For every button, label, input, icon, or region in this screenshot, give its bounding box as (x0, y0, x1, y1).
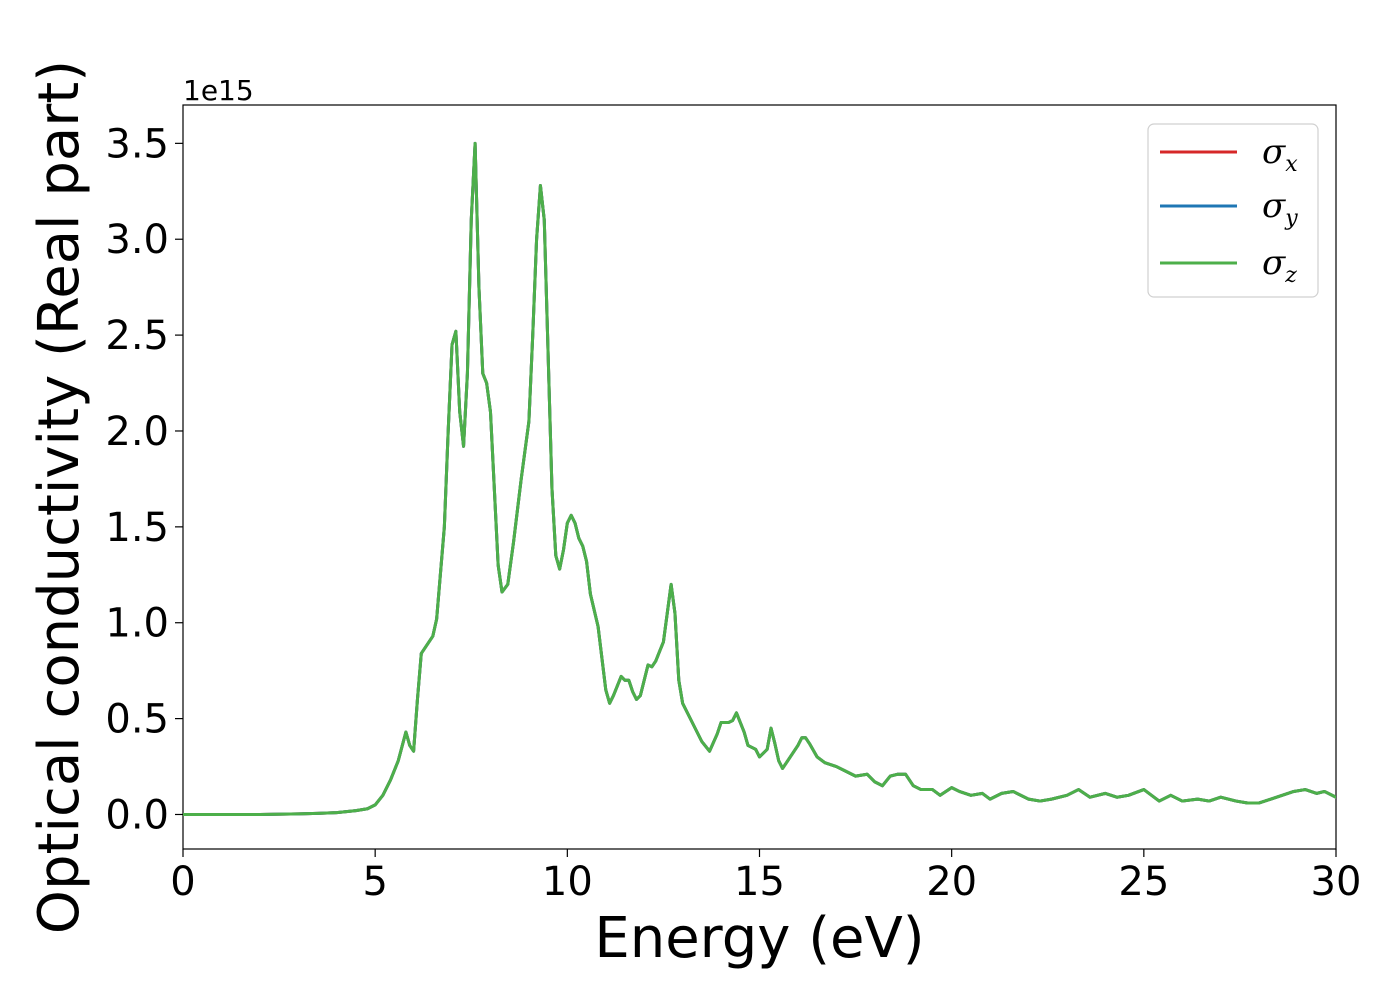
plot-frame (182, 104, 1337, 850)
legend-label: σx (1262, 132, 1298, 177)
x-tick-label: 30 (1311, 859, 1362, 905)
y-tick-label: 1.5 (105, 505, 169, 551)
legend-label: σy (1262, 186, 1298, 231)
x-tick-label: 0 (170, 859, 195, 905)
legend-subscript: y (1284, 206, 1298, 231)
y-tick-label: 0.0 (105, 792, 169, 838)
y-tick-label: 2.5 (105, 313, 169, 359)
x-tick-label: 5 (362, 859, 387, 905)
y-tick-label: 3.5 (105, 121, 169, 167)
x-tick-label: 15 (734, 859, 785, 905)
legend-symbol: σ (1262, 243, 1286, 283)
x-axis-title: Energy (eV) (594, 906, 924, 971)
y-tick-label: 3.0 (105, 217, 169, 263)
plot-area (182, 104, 1337, 850)
y-axis-title: Optical conductivity (Real part) (27, 60, 92, 934)
y-axis-ticks: 0.0 0.5 1.0 1.5 2.0 2.5 3.0 3.5 (105, 121, 183, 838)
x-tick-label: 10 (542, 859, 593, 905)
y-tick-label: 0.5 (105, 697, 169, 743)
legend-symbol: σ (1262, 132, 1286, 172)
series-layer (183, 141, 1336, 816)
legend-symbol: σ (1262, 186, 1286, 226)
y-axis-offset-label: 1e15 (183, 74, 254, 107)
x-tick-label: 20 (926, 859, 977, 905)
y-tick-label: 2.0 (105, 409, 169, 455)
series-line-3 (183, 141, 1336, 816)
y-tick-label: 1.0 (105, 601, 169, 647)
legend-subscript: x (1285, 152, 1298, 177)
x-tick-label: 25 (1118, 859, 1169, 905)
legend-label: σz (1262, 243, 1297, 288)
x-axis-ticks: 0 5 10 15 20 25 30 (170, 849, 1361, 905)
legend-subscript: z (1284, 263, 1297, 288)
legend-box (1147, 123, 1319, 298)
